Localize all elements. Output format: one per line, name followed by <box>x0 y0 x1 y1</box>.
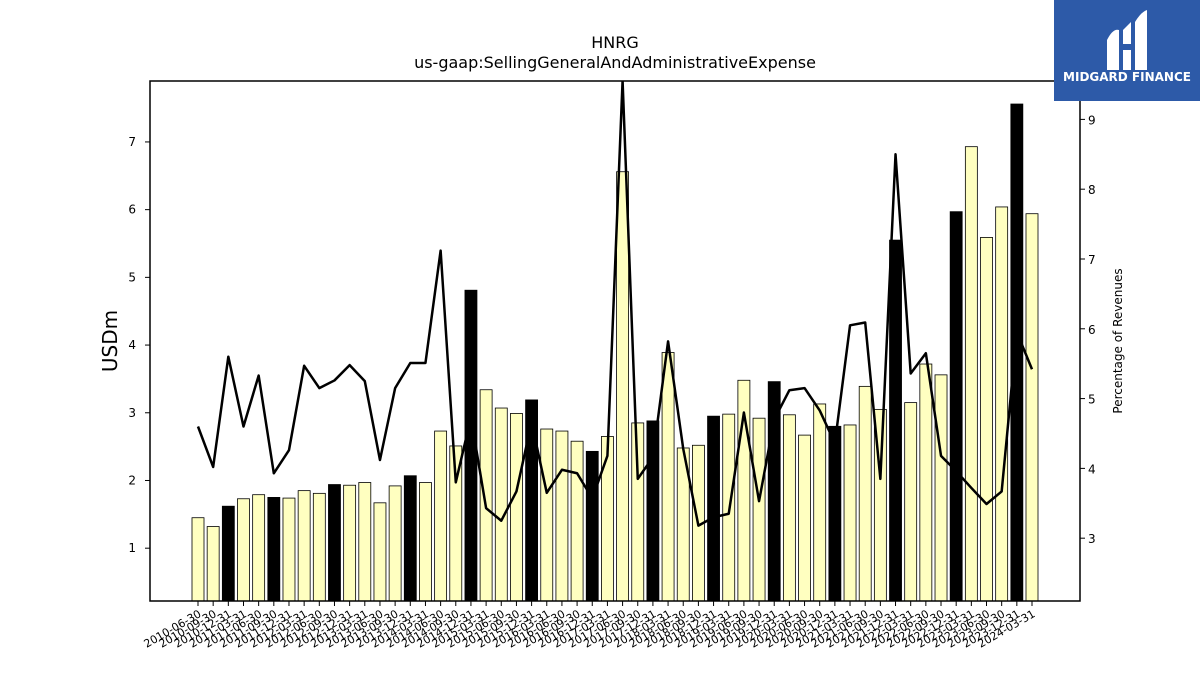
bar-2021-03-31 <box>843 424 857 602</box>
bar-2013-09-30 <box>388 485 402 602</box>
bar-2023-03-31 <box>964 146 978 602</box>
bar-2022-06-30 <box>919 363 933 602</box>
y-tick-label-right: 8 <box>1088 183 1096 197</box>
bar-2020-12-31 <box>828 425 842 602</box>
plot-frame <box>149 80 1081 602</box>
bar-2022-12-31 <box>949 211 963 602</box>
y-tick-label-right: 5 <box>1088 393 1096 407</box>
bar-2018-12-31 <box>707 415 720 602</box>
y-tick-label-right: 4 <box>1088 462 1096 476</box>
bar-2011-03-31 <box>237 498 250 602</box>
bar-2021-12-31 <box>889 239 902 602</box>
bar-2019-12-31 <box>767 381 781 602</box>
bar-2020-03-31 <box>782 414 796 602</box>
bar-2022-03-31 <box>904 402 918 602</box>
bar-2015-12-31 <box>525 399 538 602</box>
bar-2023-12-31 <box>1010 103 1024 602</box>
bar-2022-09-30 <box>934 374 948 602</box>
bar-2011-12-31 <box>282 497 296 602</box>
bar-2012-12-31 <box>343 484 357 602</box>
bar-2018-03-31 <box>661 352 675 602</box>
bar-2023-09-30 <box>995 206 1009 602</box>
bar-2010-09-30 <box>206 526 220 602</box>
bar-2020-09-30 <box>813 403 827 602</box>
bar-2012-06-30 <box>312 492 326 602</box>
y-tick-label-left: 4 <box>128 338 136 352</box>
bar-2016-03-31 <box>540 428 554 602</box>
y-tick-label-left: 7 <box>128 135 136 149</box>
bar-2016-06-30 <box>555 430 569 602</box>
bars-layer <box>191 103 1039 602</box>
bar-2011-06-30 <box>252 494 266 602</box>
line-layer <box>196 81 1034 527</box>
bar-2015-03-31 <box>479 389 493 602</box>
series-line-percentage-of-revenues <box>196 81 1034 527</box>
bar-2016-09-30 <box>570 440 584 602</box>
logo-brand-name: MIDGARD FINANCE <box>1063 70 1191 84</box>
bar-2023-06-30 <box>980 237 993 602</box>
y-tick-label-left: 6 <box>128 203 136 217</box>
bar-2012-03-31 <box>297 490 311 602</box>
y-tick-label-right: 7 <box>1088 253 1096 267</box>
bar-2016-12-31 <box>585 450 599 602</box>
bar-2024-03-31 <box>1025 213 1039 602</box>
bar-2014-03-31 <box>419 482 432 602</box>
bar-2012-09-30 <box>328 484 341 602</box>
bar-2015-06-30 <box>494 407 508 602</box>
y-tick-label-left: 1 <box>128 541 136 555</box>
bar-2017-06-30 <box>616 171 629 602</box>
logo-mark-icon <box>1107 10 1147 70</box>
bar-2013-03-31 <box>358 482 372 602</box>
bar-2013-06-30 <box>373 502 387 602</box>
y-tick-label-right: 3 <box>1088 532 1096 546</box>
y-tick-label-left: 3 <box>128 406 136 420</box>
y-tick-label-right: 9 <box>1088 113 1096 127</box>
bar-2014-06-30 <box>434 430 448 602</box>
y-axis-label-left: USDm <box>98 310 122 372</box>
bar-2020-06-30 <box>798 434 811 602</box>
bar-2017-03-31 <box>601 436 614 602</box>
bar-2013-12-31 <box>403 475 417 602</box>
bar-2015-09-30 <box>510 413 523 602</box>
y-axis-label-right: Percentage of Revenues <box>1111 268 1125 413</box>
bar-2010-12-31 <box>221 505 235 602</box>
y-axis-right: 3 4 5 6 7 8 9 <box>1080 113 1096 546</box>
y-tick-label-right: 6 <box>1088 323 1096 337</box>
chart-title: HNRG <box>591 33 639 52</box>
bar-2019-09-30 <box>752 417 766 602</box>
y-tick-label-left: 5 <box>128 270 136 284</box>
chart-subtitle: us-gaap:SellingGeneralAndAdministrativeE… <box>414 53 816 72</box>
y-axis-left: 1 2 3 4 5 6 7 <box>128 135 150 555</box>
x-axis: 2010-06-302010-09-302010-12-312011-03-31… <box>142 601 1038 651</box>
bar-2010-06-30 <box>191 517 205 602</box>
y-tick-label-left: 2 <box>128 473 136 487</box>
bar-2011-09-30 <box>267 497 281 602</box>
bar-2021-06-30 <box>858 385 872 602</box>
brand-logo: MIDGARD FINANCE <box>1054 0 1200 101</box>
